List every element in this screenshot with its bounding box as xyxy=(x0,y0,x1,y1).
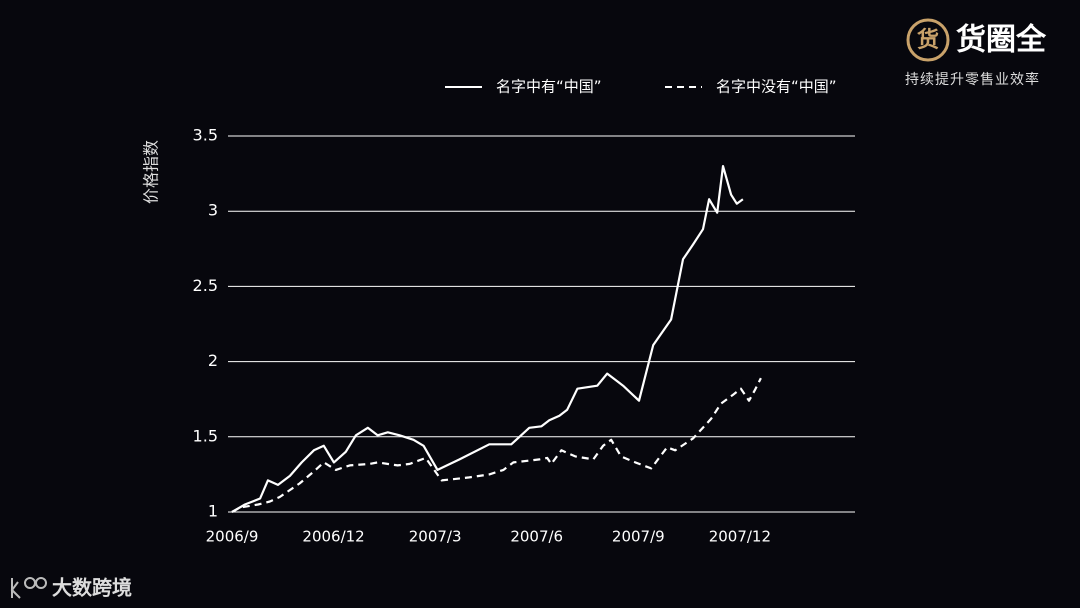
footer-name: 大数跨境 xyxy=(52,576,132,600)
y-tick-label: 3.5 xyxy=(193,126,218,145)
y-tick-label: 1 xyxy=(208,502,218,521)
brand-icon-ring xyxy=(906,18,950,62)
brand-icon: 货 xyxy=(917,27,939,53)
y-axis-label: 价格指数 xyxy=(142,140,161,204)
footer-icon xyxy=(24,577,36,589)
x-tick-label: 2007/6 xyxy=(510,528,563,546)
footer-icon xyxy=(10,578,21,599)
x-tick-label: 2007/3 xyxy=(409,528,462,546)
y-tick-label: 3 xyxy=(208,201,218,220)
line-series xyxy=(231,165,744,513)
legend-label: 名字中有“中国” xyxy=(496,78,602,96)
brand-name: 货圈全 xyxy=(956,23,1047,58)
footer-icon xyxy=(35,577,47,589)
brand-slogan: 持续提升零售业效率 xyxy=(905,71,1040,88)
y-tick-label: 2 xyxy=(208,351,218,370)
footer-logo xyxy=(10,577,47,599)
x-tick-label: 2006/9 xyxy=(206,528,259,546)
y-tick-label: 2.5 xyxy=(193,276,218,295)
x-tick-label: 2006/12 xyxy=(302,528,364,546)
x-tick-label: 2007/12 xyxy=(709,528,771,546)
line-series xyxy=(231,377,762,513)
x-tick-label: 2007/9 xyxy=(612,528,665,546)
y-tick-label: 1.5 xyxy=(193,426,218,445)
legend-label: 名字中没有“中国” xyxy=(716,78,837,96)
